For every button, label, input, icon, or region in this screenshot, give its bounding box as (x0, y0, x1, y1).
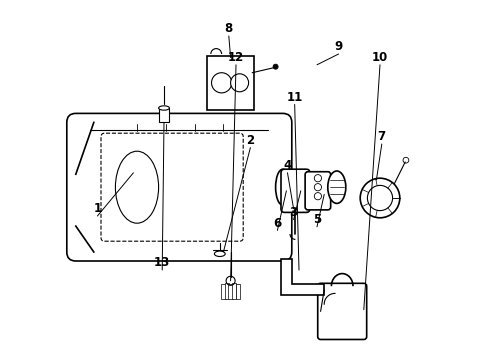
FancyBboxPatch shape (67, 113, 292, 261)
Bar (236, 284, 240, 299)
Text: 4: 4 (283, 159, 292, 172)
Circle shape (360, 178, 400, 218)
Text: 5: 5 (313, 213, 321, 226)
Circle shape (273, 64, 278, 69)
Ellipse shape (116, 151, 159, 223)
Text: 7: 7 (378, 130, 386, 143)
Text: 2: 2 (246, 134, 254, 147)
Ellipse shape (215, 251, 225, 257)
FancyBboxPatch shape (318, 283, 367, 339)
Ellipse shape (328, 171, 346, 203)
Bar (225, 283, 229, 299)
Text: 8: 8 (225, 22, 233, 35)
Circle shape (314, 184, 321, 191)
Bar (159, 108, 170, 122)
Circle shape (403, 157, 409, 163)
Text: 11: 11 (287, 91, 303, 104)
Text: 12: 12 (228, 51, 244, 64)
Bar (228, 284, 233, 299)
Circle shape (368, 185, 392, 211)
Polygon shape (281, 259, 324, 295)
Text: 3: 3 (290, 206, 297, 219)
Bar (232, 283, 236, 299)
FancyBboxPatch shape (281, 169, 310, 212)
Circle shape (314, 193, 321, 200)
Ellipse shape (275, 169, 290, 205)
Text: 6: 6 (273, 217, 282, 230)
Text: 10: 10 (372, 51, 388, 64)
FancyBboxPatch shape (305, 172, 331, 210)
Text: 1: 1 (93, 202, 101, 215)
Bar (221, 284, 225, 299)
Circle shape (212, 73, 232, 93)
Circle shape (231, 74, 248, 92)
Ellipse shape (159, 106, 170, 110)
FancyBboxPatch shape (207, 56, 254, 110)
Text: 9: 9 (335, 40, 343, 53)
Circle shape (314, 175, 321, 182)
Text: 13: 13 (154, 256, 171, 269)
